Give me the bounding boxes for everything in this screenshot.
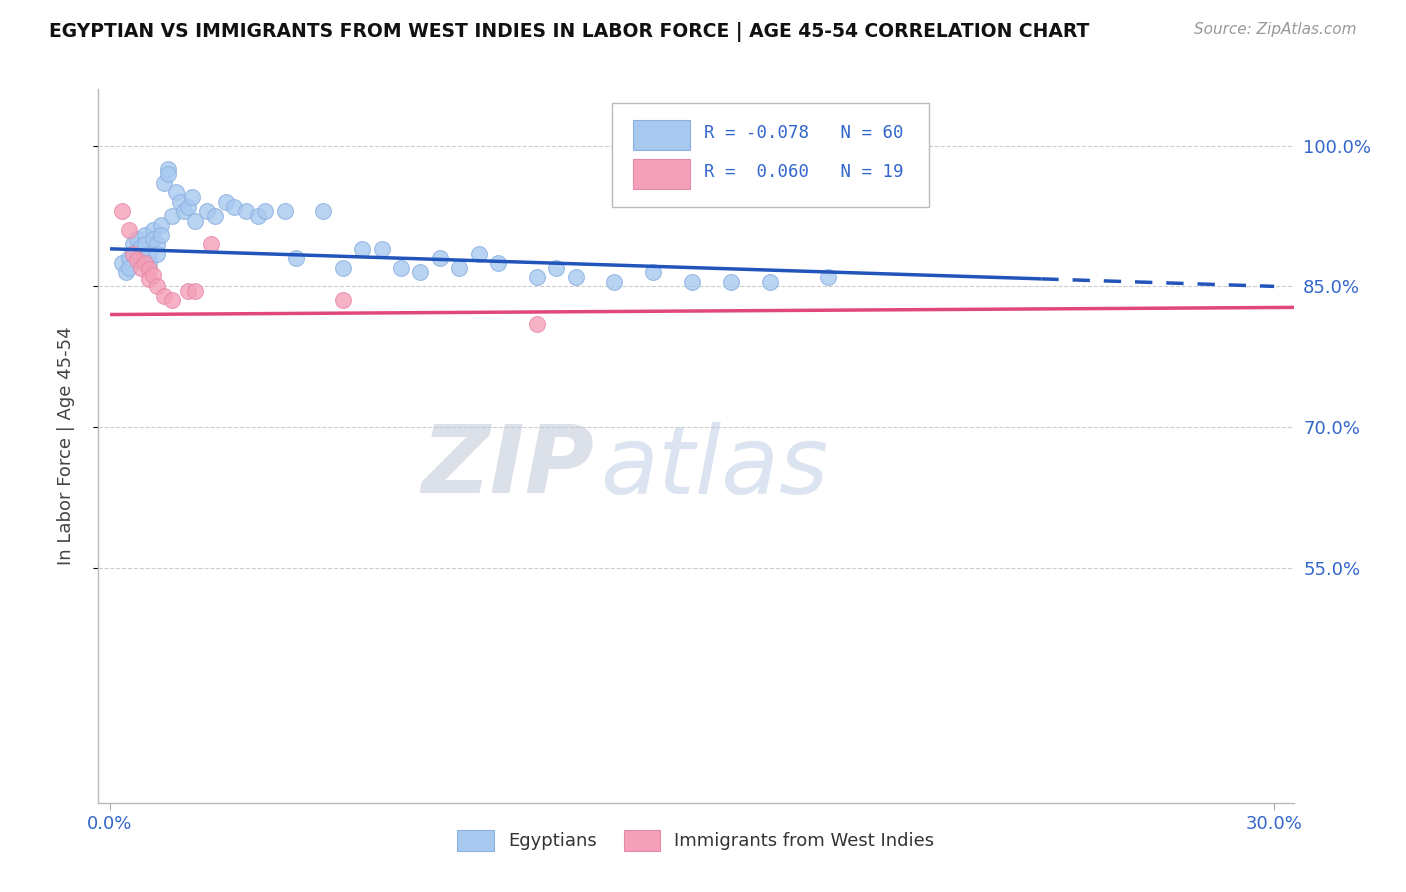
- Point: [254, 204, 277, 219]
- Point: [127, 253, 149, 268]
- Point: [526, 270, 548, 285]
- Y-axis label: In Labor Force | Age 45-54: In Labor Force | Age 45-54: [56, 326, 75, 566]
- Text: Source: ZipAtlas.com: Source: ZipAtlas.com: [1194, 22, 1357, 37]
- Point: [165, 186, 187, 200]
- Point: [138, 272, 160, 286]
- Point: [138, 262, 160, 277]
- Point: [180, 190, 202, 204]
- Legend: Egyptians, Immigrants from West Indies: Egyptians, Immigrants from West Indies: [450, 822, 942, 858]
- Point: [122, 246, 145, 260]
- Point: [273, 204, 295, 219]
- Point: [118, 223, 141, 237]
- Text: EGYPTIAN VS IMMIGRANTS FROM WEST INDIES IN LABOR FORCE | AGE 45-54 CORRELATION C: EGYPTIAN VS IMMIGRANTS FROM WEST INDIES …: [49, 22, 1090, 42]
- Point: [546, 260, 568, 275]
- Point: [129, 240, 152, 254]
- Point: [122, 237, 145, 252]
- Point: [526, 317, 548, 331]
- Point: [138, 246, 160, 260]
- FancyBboxPatch shape: [633, 120, 690, 150]
- Point: [246, 209, 269, 223]
- FancyBboxPatch shape: [633, 159, 690, 189]
- Point: [176, 284, 198, 298]
- Point: [352, 242, 374, 256]
- Point: [134, 256, 156, 270]
- Point: [142, 232, 165, 246]
- Point: [118, 260, 141, 275]
- Text: R =  0.060   N = 19: R = 0.060 N = 19: [704, 163, 904, 181]
- Point: [332, 293, 354, 308]
- Point: [204, 209, 226, 223]
- Point: [817, 270, 839, 285]
- Point: [134, 237, 156, 252]
- Point: [312, 204, 335, 219]
- Point: [184, 213, 207, 227]
- Point: [176, 200, 198, 214]
- Point: [603, 275, 626, 289]
- Point: [160, 209, 183, 223]
- Point: [449, 260, 471, 275]
- FancyBboxPatch shape: [613, 103, 929, 207]
- Point: [153, 176, 176, 190]
- Point: [145, 237, 167, 252]
- Point: [681, 275, 703, 289]
- Point: [184, 284, 207, 298]
- Point: [157, 161, 180, 176]
- Point: [145, 279, 167, 293]
- Point: [215, 194, 238, 209]
- Point: [285, 251, 308, 265]
- Point: [160, 293, 183, 308]
- Point: [142, 268, 165, 282]
- Point: [200, 237, 222, 252]
- Point: [129, 260, 152, 275]
- Point: [429, 251, 451, 265]
- Point: [118, 251, 141, 265]
- Point: [149, 227, 172, 242]
- Point: [134, 227, 156, 242]
- Point: [129, 249, 152, 263]
- Text: ZIP: ZIP: [422, 421, 595, 514]
- Point: [138, 256, 160, 270]
- Point: [486, 256, 509, 270]
- Point: [149, 219, 172, 233]
- Point: [409, 265, 432, 279]
- Point: [142, 223, 165, 237]
- Point: [389, 260, 412, 275]
- Point: [370, 242, 392, 256]
- Point: [153, 289, 176, 303]
- Point: [758, 275, 780, 289]
- Point: [173, 204, 195, 219]
- Point: [127, 232, 149, 246]
- Point: [332, 260, 354, 275]
- Point: [643, 265, 665, 279]
- Point: [157, 167, 180, 181]
- Point: [224, 200, 246, 214]
- Text: atlas: atlas: [600, 422, 828, 513]
- Point: [235, 204, 257, 219]
- Point: [720, 275, 742, 289]
- Text: R = -0.078   N = 60: R = -0.078 N = 60: [704, 124, 904, 142]
- Point: [564, 270, 586, 285]
- Point: [111, 256, 134, 270]
- Point: [111, 204, 134, 219]
- Point: [195, 204, 218, 219]
- Point: [467, 246, 489, 260]
- Point: [122, 246, 145, 260]
- Point: [145, 246, 167, 260]
- Point: [114, 265, 136, 279]
- Point: [169, 194, 191, 209]
- Point: [127, 244, 149, 258]
